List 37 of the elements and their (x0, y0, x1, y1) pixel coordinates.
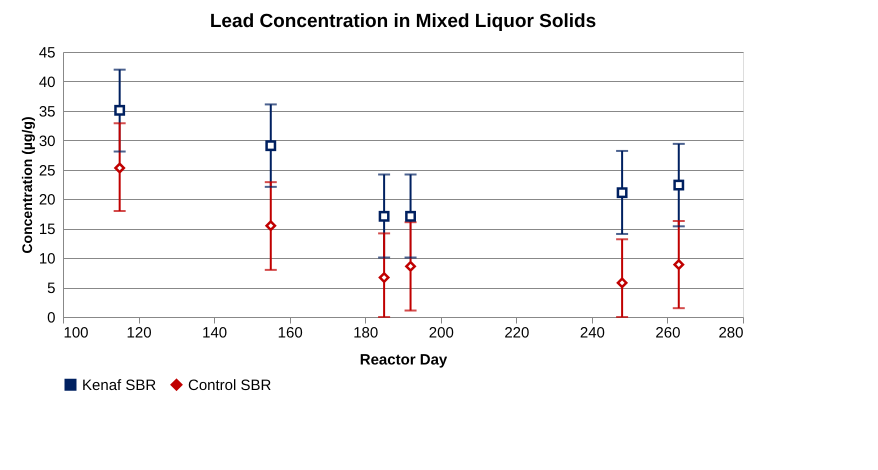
y-tick-label: 15 (38, 221, 56, 238)
legend-label: Kenaf SBR (82, 376, 156, 394)
point (378, 272, 390, 283)
x-tick-label: 200 (428, 324, 454, 342)
x-tick-label: 100 (64, 324, 89, 342)
point (673, 259, 684, 270)
x-tick-label: 260 (655, 324, 680, 342)
x-tick-label: 140 (202, 324, 228, 342)
y-tick-label: 20 (38, 192, 56, 209)
y-axis-title: Concentration (µg/g) (18, 116, 35, 254)
point (405, 210, 416, 222)
x-tick-label: 160 (278, 324, 303, 342)
y-tick-label: 0 (47, 310, 56, 326)
y-tick-label: 30 (38, 132, 56, 150)
point (405, 260, 416, 272)
point (114, 104, 126, 116)
y-tick-label: 35 (38, 103, 56, 120)
point (673, 180, 684, 191)
point (378, 210, 390, 222)
point (616, 277, 628, 288)
chart-title: Lead Concentration in Mixed Liquor Solids (210, 11, 596, 32)
x-tick-label: 180 (353, 324, 378, 342)
x-tick-label: 120 (126, 324, 152, 342)
y-tick-label: 40 (38, 74, 56, 91)
x-tick-label: 220 (504, 324, 530, 342)
y-tick-label: 45 (38, 44, 56, 62)
point (265, 140, 276, 152)
y-tick-label: 10 (38, 250, 56, 268)
x-tick-label: 280 (718, 324, 744, 342)
point (616, 187, 628, 198)
y-tick-label: 5 (47, 280, 56, 298)
x-axis-title: Reactor Day (360, 352, 448, 368)
y-tick-label: 25 (38, 162, 56, 180)
x-tick-label: 240 (580, 324, 605, 342)
point (265, 220, 276, 232)
legend-label: Control SBR (188, 376, 272, 394)
point (114, 162, 126, 174)
